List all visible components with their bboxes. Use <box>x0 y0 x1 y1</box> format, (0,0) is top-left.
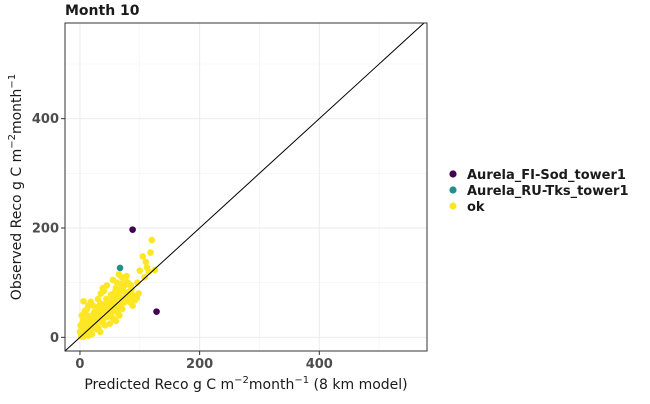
y-axis-title: Observed Reco g C m−2month−1 <box>7 74 25 300</box>
data-point <box>151 266 159 274</box>
x-axis-ticks: 0 200 400 <box>75 351 333 372</box>
data-point <box>91 308 98 316</box>
data-point <box>136 267 144 274</box>
legend-label: Aurela_FI-Sod_tower1 <box>467 168 626 183</box>
data-point <box>141 273 148 281</box>
legend-label: Aurela_RU-Tks_tower1 <box>467 184 629 199</box>
data-point <box>153 308 160 315</box>
legend-label: ok <box>467 200 485 215</box>
data-point <box>85 302 92 309</box>
data-point <box>128 291 136 298</box>
grid-major <box>65 23 427 351</box>
data-point <box>105 305 112 313</box>
legend-item: Aurela_RU-Tks_tower1 <box>449 184 629 199</box>
x-tick-label: 0 <box>75 357 84 372</box>
data-point <box>80 297 87 305</box>
data-point <box>76 328 84 336</box>
legend-key <box>449 202 457 210</box>
data-point <box>129 302 136 309</box>
data-point <box>148 236 156 244</box>
data-point <box>95 324 102 331</box>
data-point <box>123 272 130 280</box>
data-point <box>147 249 154 256</box>
data-point <box>99 284 106 292</box>
data-point <box>77 322 84 329</box>
data-point <box>84 322 92 329</box>
x-axis-title: Predicted Reco g C m−2month−1 (8 km mode… <box>84 375 407 393</box>
y-tick-label: 400 <box>32 112 59 127</box>
x-tick-label: 200 <box>186 357 213 372</box>
legend-item: ok <box>449 200 485 215</box>
data-point <box>120 287 127 295</box>
data-point <box>119 305 126 313</box>
legend-item: Aurela_FI-Sod_tower1 <box>449 168 626 183</box>
y-axis-ticks: 0 200 400 <box>32 112 65 346</box>
legend-key <box>449 186 457 194</box>
reference-line-layer <box>64 22 425 352</box>
chart-title: Month 10 <box>65 3 140 19</box>
data-point <box>133 294 141 302</box>
data-point <box>106 320 114 327</box>
data-point <box>116 312 123 319</box>
data-point <box>116 264 124 272</box>
one-to-one-line <box>64 22 425 352</box>
x-tick-label: 400 <box>306 357 333 372</box>
data-point <box>97 300 104 307</box>
data-point <box>143 264 151 271</box>
data-point <box>82 311 90 318</box>
data-point <box>86 331 94 338</box>
legend-key <box>449 170 457 178</box>
data-point <box>94 315 101 323</box>
y-tick-label: 200 <box>32 222 59 237</box>
data-point <box>89 302 97 309</box>
data-point <box>96 311 103 318</box>
data-point <box>110 315 117 323</box>
points-layer <box>76 226 160 341</box>
data-point <box>127 282 135 289</box>
data-point <box>134 279 141 286</box>
y-tick-label: 0 <box>50 331 59 346</box>
data-point <box>142 258 150 266</box>
data-point <box>98 318 106 326</box>
plot-panel-border <box>64 22 428 352</box>
data-point <box>117 280 125 288</box>
data-point <box>129 226 136 233</box>
data-point <box>139 253 147 260</box>
legend: Aurela_FI-Sod_tower1Aurela_RU-Tks_tower1… <box>449 168 629 215</box>
